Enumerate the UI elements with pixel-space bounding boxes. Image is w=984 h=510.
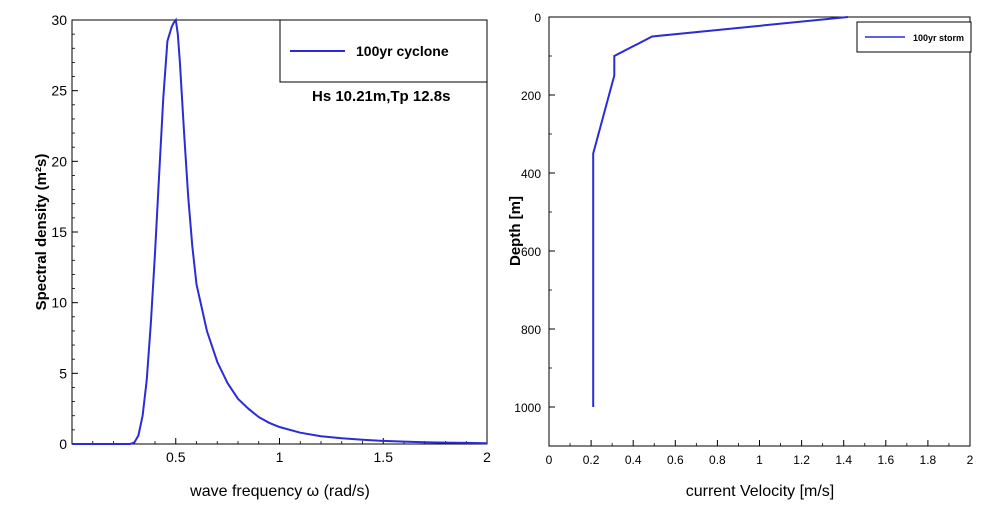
left-plot-frame xyxy=(71,19,488,445)
left-legend-label: 100yr cyclone xyxy=(356,43,449,59)
right-y-tick-label: 600 xyxy=(521,245,541,259)
left-x-tick-label: 1.5 xyxy=(374,449,394,465)
right-y-tick-label: 1000 xyxy=(514,401,541,415)
left-y-tick-label: 20 xyxy=(51,153,67,169)
right-legend-label: 100yr storm xyxy=(913,33,964,43)
left-annotation: Hs 10.21m,Tp 12.8s xyxy=(312,88,450,105)
right-x-tick-label: 0.8 xyxy=(709,453,726,467)
right-y-tick-label: 800 xyxy=(521,323,541,337)
right-y-tick-label: 200 xyxy=(521,89,541,103)
left-y-tick-label: 5 xyxy=(59,365,67,381)
left-x-tick-label: 2 xyxy=(483,449,491,465)
current-velocity-chart: 0 200 400 600 800 1000 0 0.2 0.4 0.6 0.8 1 1.2 1.4 1.… xyxy=(507,11,974,500)
right-x-tick-label: 0.6 xyxy=(667,453,684,467)
right-x-tick-label: 2 xyxy=(967,453,974,467)
right-x-tick-label: 1.2 xyxy=(793,453,810,467)
series-line-100yr-storm xyxy=(592,16,848,407)
left-x-axis-label: wave frequency ω (rad/s) xyxy=(189,483,370,500)
right-y-axis-label: Depth [m] xyxy=(507,196,524,266)
left-y-tick-label: 0 xyxy=(59,436,67,452)
right-legend: 100yr storm xyxy=(856,21,972,53)
right-x-tick-label: 1.8 xyxy=(920,453,937,467)
right-y-tick-label: 400 xyxy=(521,167,541,181)
right-x-tick-label: 0 xyxy=(546,453,553,467)
right-x-tick-label: 0.4 xyxy=(625,453,642,467)
right-x-axis-label: current Velocity [m/s] xyxy=(686,483,835,500)
right-x-tick-label: 0.2 xyxy=(583,453,600,467)
right-x-ticks: 0 0.2 0.4 0.6 0.8 1 1.2 1.4 1.6 1.8 2 xyxy=(546,440,974,467)
right-y-tick-label: 0 xyxy=(534,11,541,25)
left-y-tick-label: 15 xyxy=(51,224,67,240)
left-y-ticks: 0 5 10 15 20 25 30 xyxy=(51,12,78,452)
left-x-tick-label: 0.5 xyxy=(166,449,186,465)
left-y-axis-label: Spectral density (m²s) xyxy=(33,154,50,311)
series-line-100yr-cyclone xyxy=(72,17,488,445)
left-y-tick-label: 30 xyxy=(51,12,67,28)
right-x-tick-label: 1 xyxy=(756,453,763,467)
right-x-tick-label: 1.6 xyxy=(877,453,894,467)
left-y-tick-label: 25 xyxy=(51,83,67,99)
left-legend: 100yr cyclone xyxy=(279,19,488,83)
left-x-tick-label: 1 xyxy=(276,449,284,465)
right-x-tick-label: 1.4 xyxy=(835,453,852,467)
right-y-ticks: 0 200 400 600 800 1000 xyxy=(514,11,555,415)
spectral-density-chart: 0 5 10 15 20 25 30 0.5 1 1.5 2 100yr cyclone Hs 1… xyxy=(33,12,491,500)
left-y-tick-label: 10 xyxy=(51,295,67,311)
